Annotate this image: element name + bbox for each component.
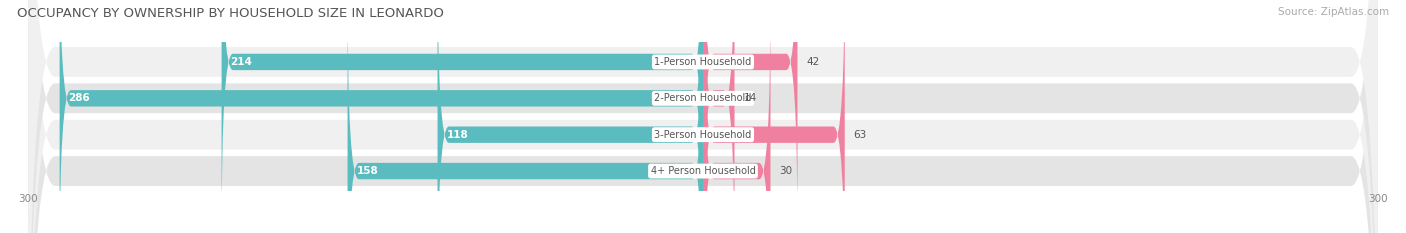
Text: 158: 158 [357, 166, 378, 176]
FancyBboxPatch shape [28, 0, 1378, 233]
Text: 63: 63 [853, 130, 868, 140]
FancyBboxPatch shape [703, 0, 734, 233]
Text: 3-Person Household: 3-Person Household [654, 130, 752, 140]
Text: 4+ Person Household: 4+ Person Household [651, 166, 755, 176]
FancyBboxPatch shape [222, 0, 703, 233]
FancyBboxPatch shape [347, 0, 703, 233]
Text: 42: 42 [807, 57, 820, 67]
FancyBboxPatch shape [28, 0, 1378, 233]
FancyBboxPatch shape [59, 0, 703, 233]
Text: 2-Person Household: 2-Person Household [654, 93, 752, 103]
FancyBboxPatch shape [703, 0, 845, 233]
Text: 118: 118 [447, 130, 468, 140]
FancyBboxPatch shape [437, 0, 703, 233]
Text: 286: 286 [69, 93, 90, 103]
FancyBboxPatch shape [703, 0, 797, 233]
Text: OCCUPANCY BY OWNERSHIP BY HOUSEHOLD SIZE IN LEONARDO: OCCUPANCY BY OWNERSHIP BY HOUSEHOLD SIZE… [17, 7, 444, 20]
Text: 214: 214 [231, 57, 253, 67]
FancyBboxPatch shape [28, 0, 1378, 233]
FancyBboxPatch shape [703, 0, 770, 233]
Text: 30: 30 [779, 166, 793, 176]
Text: 14: 14 [744, 93, 756, 103]
FancyBboxPatch shape [28, 0, 1378, 233]
Text: Source: ZipAtlas.com: Source: ZipAtlas.com [1278, 7, 1389, 17]
Text: 1-Person Household: 1-Person Household [654, 57, 752, 67]
